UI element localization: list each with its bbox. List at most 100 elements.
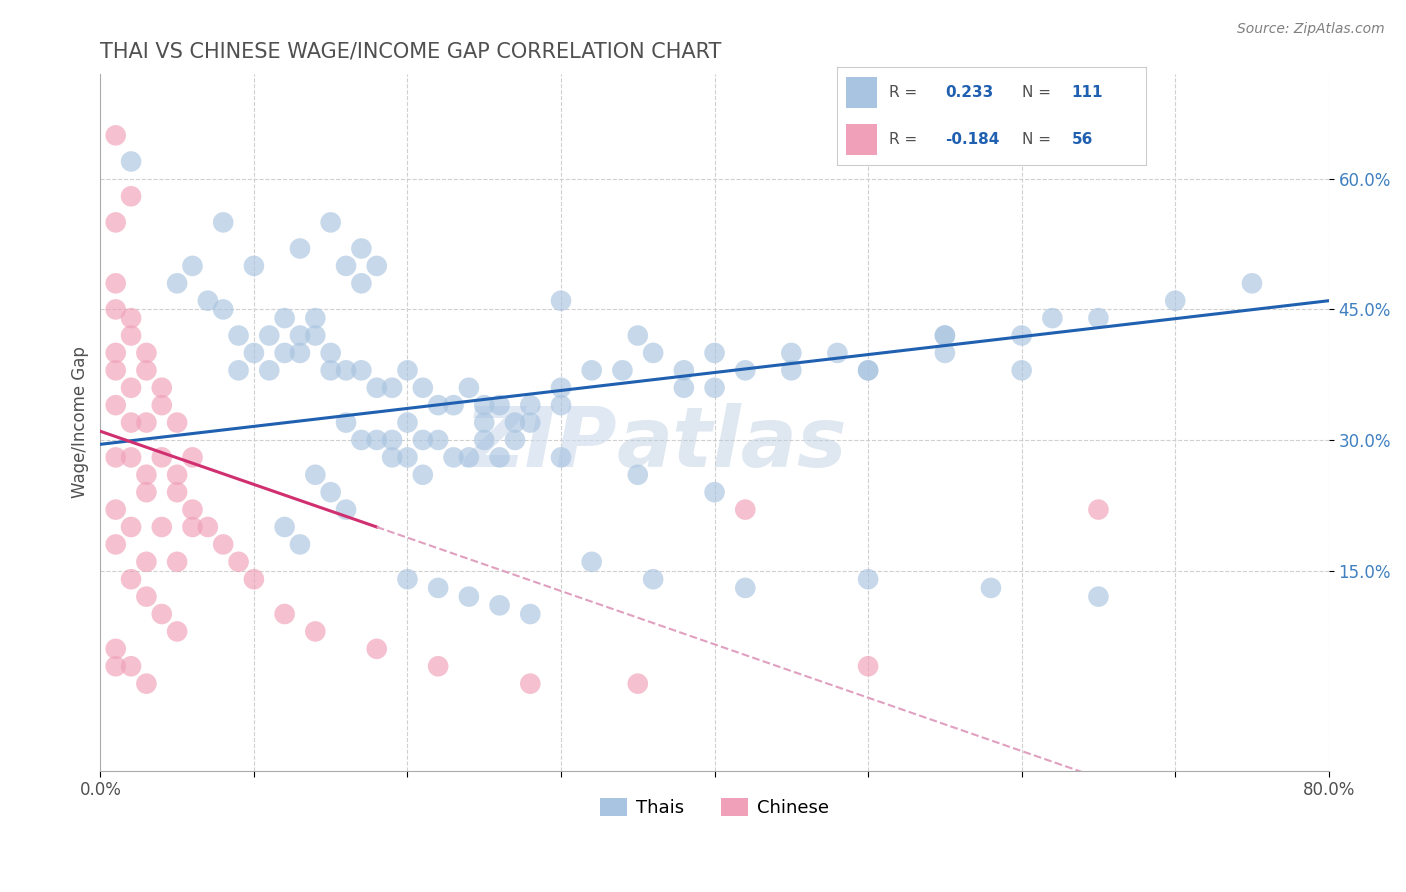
Point <box>350 433 373 447</box>
Point <box>396 363 419 377</box>
Point <box>135 590 157 604</box>
Point <box>488 599 510 613</box>
Point <box>120 189 142 203</box>
Point <box>135 485 157 500</box>
Point <box>120 450 142 465</box>
Point <box>259 328 281 343</box>
Point <box>181 520 204 534</box>
Point <box>643 572 665 586</box>
Point <box>856 363 879 377</box>
Point <box>457 590 479 604</box>
Point <box>381 433 404 447</box>
Point <box>304 624 326 639</box>
Point <box>319 215 342 229</box>
Point <box>228 363 250 377</box>
Point <box>273 607 295 621</box>
Legend: Thais, Chinese: Thais, Chinese <box>593 790 837 824</box>
Point <box>856 363 879 377</box>
Point <box>273 520 295 534</box>
Point <box>120 572 142 586</box>
Point <box>259 363 281 377</box>
Point <box>120 520 142 534</box>
Point <box>427 581 450 595</box>
Text: N =: N = <box>1022 132 1052 147</box>
Point <box>104 215 127 229</box>
Point <box>150 381 173 395</box>
Point <box>734 502 756 516</box>
Point <box>104 302 127 317</box>
Text: N =: N = <box>1022 85 1052 100</box>
Point <box>273 346 295 360</box>
Point <box>104 502 127 516</box>
Point <box>319 363 342 377</box>
Point <box>366 433 388 447</box>
Point <box>934 328 956 343</box>
Point <box>1087 502 1109 516</box>
Point <box>550 293 572 308</box>
Text: Source: ZipAtlas.com: Source: ZipAtlas.com <box>1237 22 1385 37</box>
Point <box>412 381 434 395</box>
Point <box>181 259 204 273</box>
Point <box>366 641 388 656</box>
Point <box>934 346 956 360</box>
Point <box>703 346 725 360</box>
Point <box>104 128 127 143</box>
Point <box>381 450 404 465</box>
Point <box>1087 590 1109 604</box>
Point <box>503 416 526 430</box>
Point <box>427 659 450 673</box>
Point <box>166 277 188 291</box>
Point <box>288 242 311 256</box>
Point <box>980 581 1002 595</box>
Point <box>166 467 188 482</box>
Point <box>166 416 188 430</box>
Point <box>104 363 127 377</box>
Point <box>335 259 357 273</box>
Point <box>120 154 142 169</box>
Point <box>304 467 326 482</box>
Point <box>120 328 142 343</box>
Point <box>457 450 479 465</box>
Point <box>104 641 127 656</box>
Point <box>366 381 388 395</box>
Bar <box>846 124 877 155</box>
Point <box>243 346 266 360</box>
Point <box>197 520 219 534</box>
Point <box>304 311 326 326</box>
Point <box>288 328 311 343</box>
Point <box>243 572 266 586</box>
Point <box>934 328 956 343</box>
Point <box>335 502 357 516</box>
Text: 0.233: 0.233 <box>945 85 993 100</box>
Point <box>856 659 879 673</box>
Point <box>104 398 127 412</box>
Point <box>612 363 634 377</box>
Text: -0.184: -0.184 <box>945 132 1000 147</box>
Point <box>780 363 803 377</box>
Point <box>1087 311 1109 326</box>
Point <box>166 555 188 569</box>
Point <box>1040 311 1063 326</box>
Point <box>135 346 157 360</box>
Point <box>350 277 373 291</box>
Y-axis label: Wage/Income Gap: Wage/Income Gap <box>72 347 89 499</box>
Point <box>1164 293 1187 308</box>
Point <box>703 381 725 395</box>
Point <box>396 450 419 465</box>
Point <box>472 433 495 447</box>
Point <box>135 416 157 430</box>
Text: ZIP: ZIP <box>464 403 616 484</box>
Point <box>243 259 266 273</box>
Point <box>412 467 434 482</box>
Point <box>335 416 357 430</box>
Point <box>366 259 388 273</box>
Point <box>212 302 235 317</box>
Point <box>703 485 725 500</box>
Point <box>228 555 250 569</box>
Point <box>627 676 650 690</box>
Point <box>120 311 142 326</box>
Point <box>135 467 157 482</box>
Point <box>1240 277 1263 291</box>
Point <box>181 450 204 465</box>
Point <box>350 363 373 377</box>
